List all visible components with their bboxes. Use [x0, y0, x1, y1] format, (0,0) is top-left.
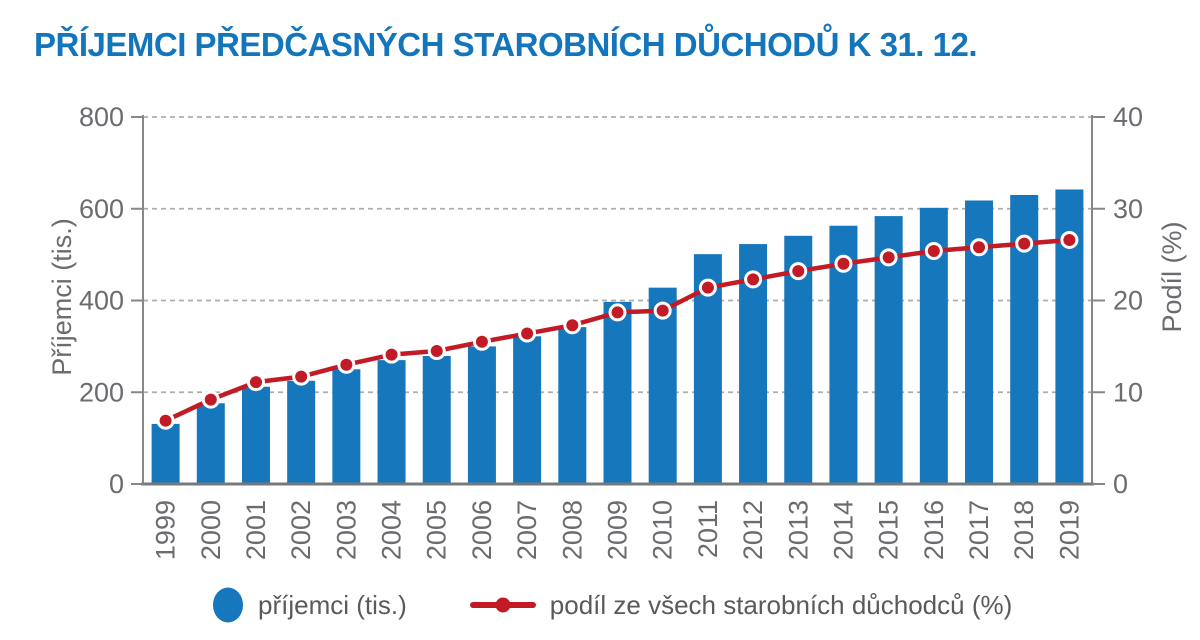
line-point-2003: [337, 355, 356, 374]
right-axis-tick-label-40: 40: [1113, 102, 1143, 132]
x-axis-label-2012: 2012: [738, 500, 768, 560]
line-point-2001: [246, 373, 265, 392]
left-axis-tick-label-0: 0: [109, 469, 124, 499]
x-axis-label-2016: 2016: [919, 500, 949, 560]
line-point-2017: [970, 238, 989, 257]
left-axis-tick-label-600: 600: [79, 194, 124, 224]
x-axis-label-2008: 2008: [557, 500, 587, 560]
line-series-swatch-icon: [469, 597, 536, 613]
line-point-2018: [1015, 234, 1034, 253]
legend-bar-label: příjemci (tis.): [258, 589, 407, 620]
line-point-2004: [382, 345, 401, 364]
bar-2007: [513, 336, 542, 484]
line-point-2012: [744, 270, 763, 289]
line-point-2011: [698, 278, 717, 297]
line-point-1999: [156, 411, 175, 430]
line-point-2005: [427, 341, 446, 360]
x-axis-label-2001: 2001: [241, 500, 271, 560]
x-axis-label-2017: 2017: [964, 500, 994, 560]
x-axis-label-2000: 2000: [196, 500, 226, 560]
bar-series-swatch-icon: [213, 587, 243, 623]
x-axis-label-2003: 2003: [331, 500, 361, 560]
bar-2010: [648, 287, 677, 484]
line-point-2007: [518, 324, 537, 343]
left-axis-tick-label-800: 800: [79, 102, 124, 132]
line-series-swatch-dot: [495, 597, 511, 613]
right-axis-tick-label-20: 20: [1113, 286, 1143, 316]
bar-2004: [377, 360, 406, 484]
right-axis-tick-label-10: 10: [1113, 377, 1143, 407]
x-axis-label-2013: 2013: [783, 500, 813, 560]
bar-2005: [422, 356, 451, 484]
bar-2001: [241, 386, 270, 484]
line-point-2006: [472, 332, 491, 351]
bar-2002: [287, 380, 316, 484]
right-axis-tick-label-30: 30: [1113, 194, 1143, 224]
x-axis-label-2018: 2018: [1009, 500, 1039, 560]
legend: příjemci (tis.) podíl ze všech starobníc…: [211, 583, 1012, 627]
bar-2008: [558, 327, 587, 484]
x-axis-label-1999: 1999: [151, 500, 181, 560]
x-axis-label-2002: 2002: [286, 500, 316, 560]
line-point-2002: [292, 367, 311, 386]
bar-1999: [151, 423, 180, 484]
x-axis-label-2015: 2015: [874, 500, 904, 560]
x-axis-label-2004: 2004: [377, 500, 407, 560]
bar-2003: [332, 369, 361, 484]
x-axis-label-2009: 2009: [603, 500, 633, 560]
right-axis-tick-label-0: 0: [1113, 469, 1128, 499]
legend-item-line: podíl ze všech starobních důchodců (%): [469, 590, 1012, 621]
x-axis-label-2006: 2006: [467, 500, 497, 560]
line-point-2015: [879, 248, 898, 267]
bar-series-swatch-ellipse: [213, 587, 243, 623]
left-axis-tick-label-200: 200: [79, 377, 124, 407]
left-axis-tick-label-400: 400: [79, 286, 124, 316]
line-point-2000: [201, 390, 220, 409]
line-point-2008: [563, 316, 582, 335]
line-point-2014: [834, 254, 853, 273]
line-point-2009: [608, 303, 627, 322]
x-axis-label-2010: 2010: [648, 500, 678, 560]
legend-item-bars: příjemci (tis.): [211, 585, 407, 625]
line-point-2013: [789, 262, 808, 281]
legend-line-label: podíl ze všech starobních důchodců (%): [549, 589, 1013, 620]
x-axis-label-2007: 2007: [512, 500, 542, 560]
line-point-2019: [1060, 230, 1079, 249]
x-axis-label-2019: 2019: [1054, 500, 1084, 560]
bar-2006: [467, 346, 496, 484]
x-axis-label-2005: 2005: [422, 500, 452, 560]
x-axis-label-2014: 2014: [828, 500, 858, 560]
right-axis-title: Podíl (%): [1157, 221, 1187, 332]
bar-2000: [196, 403, 225, 484]
x-axis-label-2011: 2011: [693, 500, 723, 558]
chart-title: PŘÍJEMCI PŘEDČASNÝCH STAROBNÍCH DŮCHODŮ …: [34, 26, 978, 63]
line-point-2010: [653, 301, 672, 320]
line-point-2016: [924, 241, 943, 260]
left-axis-title: Příjemci (tis.): [47, 218, 77, 376]
bar-2009: [603, 301, 632, 484]
